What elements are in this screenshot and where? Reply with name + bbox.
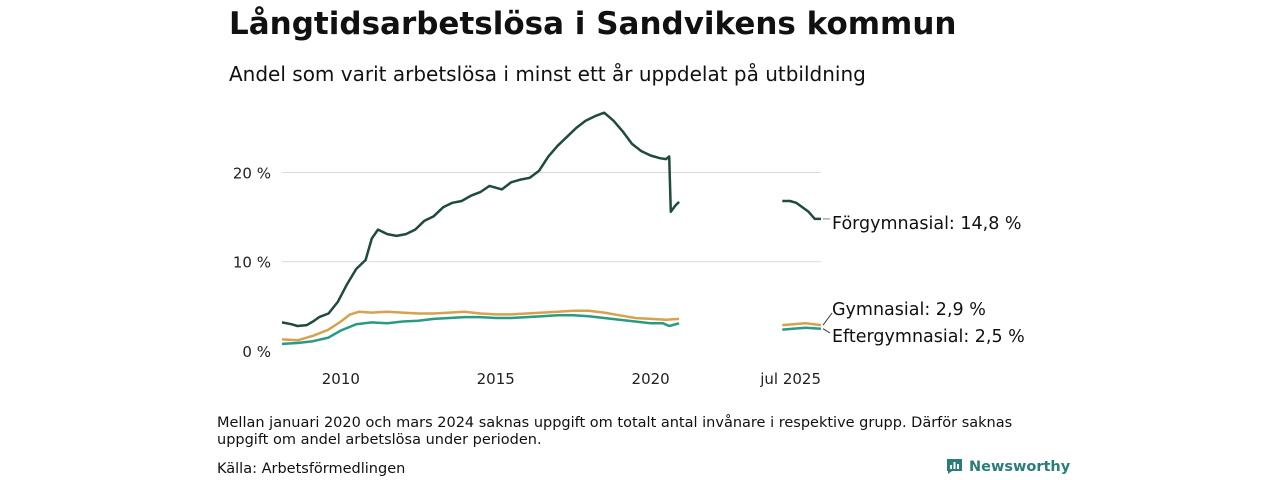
x-tick-label: 2020 [632,370,670,388]
series-label-förgymnasial: Förgymnasial: 14,8 % [832,214,1022,234]
series-labels: Förgymnasial: 14,8 % Gymnasial: 2,9 % Efte… [822,214,1025,347]
series-line-förgymnasial [782,199,821,221]
y-tick-label: 0 % [242,343,271,361]
chart-subtitle: Andel som varit arbetslösa i minst ett å… [229,62,866,86]
y-axis-ticks: 0 % 10 % 20 % [233,164,271,361]
chart-title: Långtidsarbetslösa i Sandvikens kommun [229,6,957,42]
series-line-gymnasial [281,309,680,342]
chart-bars-icon [947,459,962,474]
grid-lines [282,171,821,263]
x-tick-label: 2015 [477,370,515,388]
y-tick-label: 20 % [233,164,271,182]
brand-logo[interactable]: Newsworthy [946,458,1070,475]
leader-line [822,312,833,326]
leader-line [822,328,831,334]
source-text: Källa: Arbetsförmedlingen [217,461,406,477]
series-label-gymnasial: Gymnasial: 2,9 % [832,300,986,320]
x-tick-label: jul 2025 [759,370,821,388]
x-axis-ticks: 2010 2015 2020 jul 2025 [322,370,821,388]
x-tick-label: 2010 [322,370,360,388]
line-chart: 0 % 10 % 20 % 2010 2015 2020 jul 2025 Förgymn… [233,111,1025,388]
series-line-gymnasial [782,322,822,327]
brand-name: Newsworthy [969,458,1071,475]
series-label-eftergymnasial: Eftergymnasial: 2,5 % [832,327,1025,347]
series-line-eftergymnasial [281,314,680,346]
series-lines [281,111,822,346]
chart-note: Mellan januari 2020 och mars 2024 saknas… [217,415,1013,448]
series-line-eftergymnasial [782,326,822,331]
y-tick-label: 10 % [233,254,271,272]
series-line-förgymnasial [281,111,680,328]
